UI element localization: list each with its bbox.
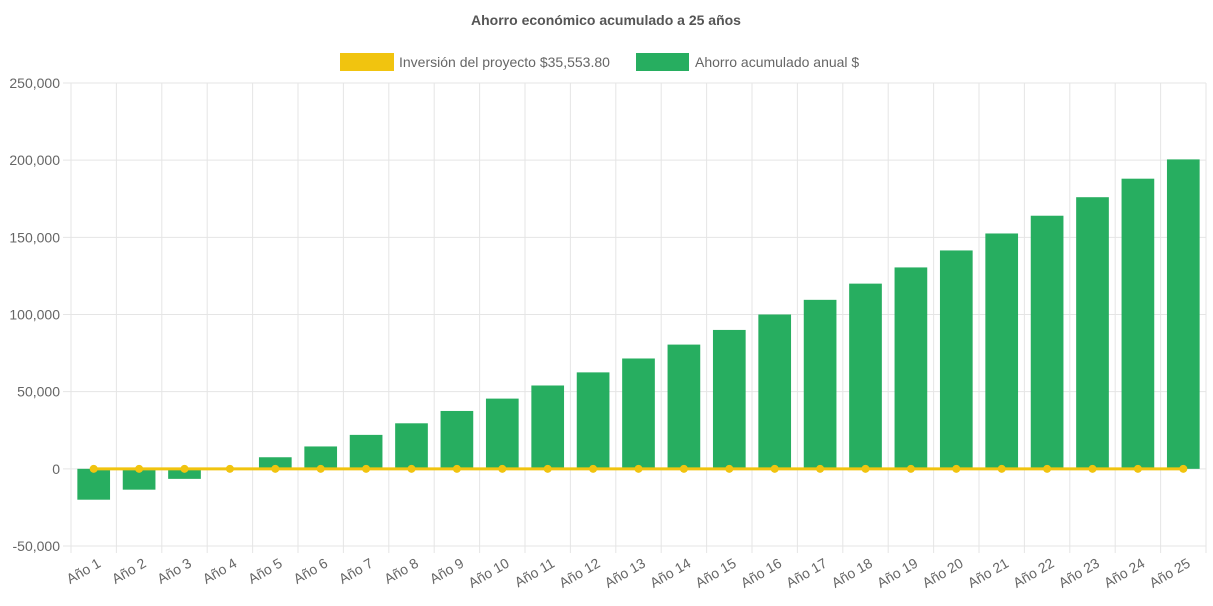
x-tick-label: Año 11 xyxy=(512,555,558,591)
savings-bar[interactable] xyxy=(712,329,746,469)
investment-point[interactable] xyxy=(725,464,734,473)
savings-bar[interactable] xyxy=(122,468,156,490)
savings-bar[interactable] xyxy=(77,468,111,500)
x-tick-label: Año 6 xyxy=(291,555,331,587)
savings-bar[interactable] xyxy=(803,299,837,469)
legend-item-savings[interactable]: Ahorro acumulado anual $ xyxy=(636,53,859,71)
investment-point[interactable] xyxy=(906,464,915,473)
investment-point[interactable] xyxy=(634,464,643,473)
savings-bar[interactable] xyxy=(849,283,882,469)
investment-point[interactable] xyxy=(180,464,189,473)
investment-line xyxy=(89,464,1188,473)
x-tick-label: Año 21 xyxy=(965,555,1012,591)
x-tick-label: Año 20 xyxy=(919,555,966,591)
investment-point[interactable] xyxy=(952,464,961,473)
investment-point[interactable] xyxy=(1133,464,1142,473)
savings-bar[interactable] xyxy=(758,314,792,469)
y-axis-ticks: 250,000 200,000 150,000 100,000 50,000 0 -50,0… xyxy=(9,75,60,554)
x-tick-label: Año 10 xyxy=(465,555,512,591)
y-tick-label: 250,000 xyxy=(9,75,60,91)
investment-point[interactable] xyxy=(498,464,507,473)
savings-bar[interactable] xyxy=(349,434,383,469)
x-tick-label: Año 24 xyxy=(1101,555,1148,591)
savings-bar[interactable] xyxy=(1121,178,1155,469)
investment-point[interactable] xyxy=(679,464,688,473)
legend-item-investment[interactable]: Inversión del proyecto $35,553.80 xyxy=(340,53,610,71)
x-tick-label: Año 19 xyxy=(874,555,921,591)
investment-point[interactable] xyxy=(271,464,280,473)
x-tick-label: Año 3 xyxy=(154,555,194,587)
savings-bar[interactable] xyxy=(168,468,201,479)
investment-point[interactable] xyxy=(1088,464,1097,473)
x-tick-label: Año 16 xyxy=(738,555,785,591)
savings-bar[interactable] xyxy=(622,358,655,469)
x-tick-label: Año 23 xyxy=(1056,555,1103,591)
savings-bar[interactable] xyxy=(304,446,338,469)
investment-point[interactable] xyxy=(543,464,552,473)
x-tick-label: Año 25 xyxy=(1146,555,1193,591)
x-tick-label: Año 15 xyxy=(692,555,739,591)
y-tick-label: 150,000 xyxy=(9,229,60,245)
savings-bar[interactable] xyxy=(985,233,1019,469)
savings-bar[interactable] xyxy=(1030,215,1064,469)
savings-bar[interactable] xyxy=(440,410,474,469)
x-tick-label: Año 7 xyxy=(336,555,376,587)
savings-bar[interactable] xyxy=(894,267,928,469)
x-tick-label: Año 1 xyxy=(64,555,104,587)
legend-label-investment: Inversión del proyecto $35,553.80 xyxy=(399,54,610,70)
investment-point[interactable] xyxy=(997,464,1006,473)
investment-point[interactable] xyxy=(816,464,825,473)
savings-bar[interactable] xyxy=(258,457,292,469)
savings-bar[interactable] xyxy=(939,250,973,469)
y-tick-label: -50,000 xyxy=(13,538,61,554)
x-tick-label: Año 8 xyxy=(381,555,421,587)
savings-bars xyxy=(77,159,1200,500)
investment-point[interactable] xyxy=(452,464,461,473)
legend-label-savings: Ahorro acumulado anual $ xyxy=(695,54,859,70)
legend-swatch-investment xyxy=(340,53,394,71)
x-tick-label: Año 4 xyxy=(200,555,240,587)
x-axis-ticks: Año 1 Año 2 Año 3 Año 4 Año 5 Año 6 Año 7 Año 8… xyxy=(64,555,1193,591)
investment-point[interactable] xyxy=(770,464,779,473)
x-tick-label: Año 14 xyxy=(647,555,694,591)
y-tick-label: 200,000 xyxy=(9,152,60,168)
investment-point[interactable] xyxy=(861,464,870,473)
legend-swatch-savings xyxy=(636,53,689,71)
savings-bar[interactable] xyxy=(395,423,428,469)
investment-point[interactable] xyxy=(225,464,234,473)
investment-point[interactable] xyxy=(316,464,325,473)
investment-point[interactable] xyxy=(407,464,416,473)
x-tick-label: Año 18 xyxy=(829,555,876,591)
investment-point[interactable] xyxy=(89,464,98,473)
x-tick-label: Año 22 xyxy=(1010,555,1057,591)
investment-point[interactable] xyxy=(362,464,371,473)
y-tick-label: 100,000 xyxy=(9,307,60,323)
chart-title: Ahorro económico acumulado a 25 años xyxy=(471,12,741,28)
y-tick-label: 0 xyxy=(52,461,60,477)
investment-point[interactable] xyxy=(1179,464,1188,473)
investment-point[interactable] xyxy=(1043,464,1052,473)
savings-bar[interactable] xyxy=(667,344,701,469)
x-tick-label: Año 5 xyxy=(245,555,285,587)
savings-bar[interactable] xyxy=(531,385,565,469)
savings-bar[interactable] xyxy=(485,398,519,469)
x-tick-label: Año 13 xyxy=(602,555,649,591)
investment-point[interactable] xyxy=(135,464,144,473)
legend: Inversión del proyecto $35,553.80 Ahorro… xyxy=(340,53,859,71)
investment-point[interactable] xyxy=(589,464,598,473)
x-tick-label: Año 2 xyxy=(109,555,149,587)
savings-bar[interactable] xyxy=(1076,197,1109,469)
x-tick-label: Año 9 xyxy=(427,555,467,587)
y-tick-label: 50,000 xyxy=(17,384,60,400)
x-tick-label: Año 17 xyxy=(783,555,830,591)
savings-bar[interactable] xyxy=(1166,159,1200,469)
x-tick-label: Año 12 xyxy=(556,555,603,591)
savings-bar[interactable] xyxy=(576,372,610,469)
